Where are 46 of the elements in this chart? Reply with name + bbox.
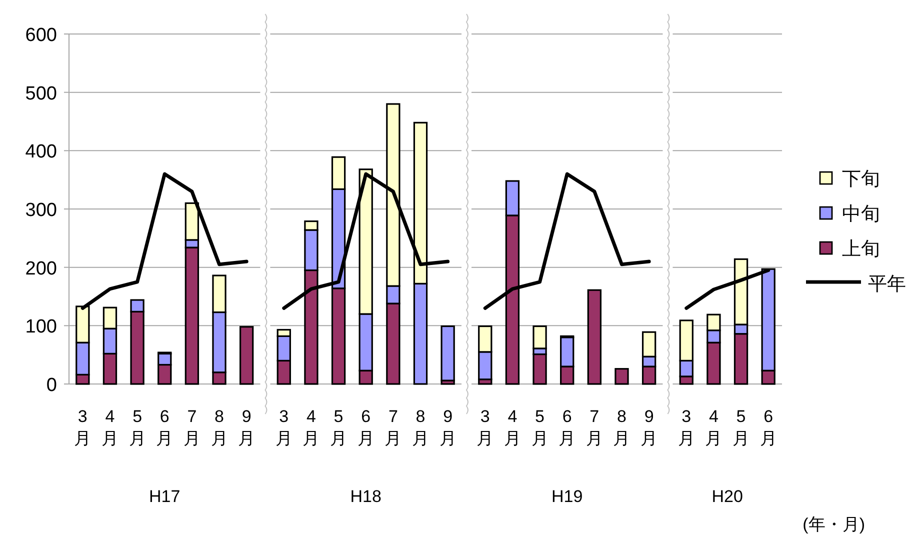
y-tick-label: 100: [25, 316, 57, 338]
bar: [587, 289, 602, 385]
x-tick-label: 5月: [732, 407, 750, 448]
x-tick-label: 9月: [238, 407, 256, 448]
y-tick-label: 400: [25, 142, 57, 163]
y-tick-label: 200: [25, 258, 57, 280]
x-tick-label: 7月: [586, 407, 603, 448]
x-tick-label: 7月: [183, 407, 200, 448]
legend-label: 下旬: [842, 169, 880, 190]
x-tick-label: 6月: [760, 407, 777, 448]
x-tick-label: 7月: [384, 407, 402, 448]
bar: [532, 353, 547, 385]
x-axis-title: H20: [712, 487, 743, 506]
x-tick-label: 6月: [357, 407, 374, 448]
x-tick-label: 5月: [531, 407, 548, 448]
legend-label: 中旬: [842, 204, 880, 225]
x-tick-label: 4月: [504, 407, 521, 448]
y-tick-label: 300: [25, 200, 57, 221]
text: (年・月): [802, 515, 865, 534]
x-tick-label: 5月: [128, 407, 146, 448]
x-tick-label: 9月: [439, 407, 456, 448]
x-axis-title: H18: [350, 487, 382, 506]
legend-label: 上旬: [842, 239, 880, 260]
x-tick-label: 4月: [705, 407, 722, 448]
x-tick-label: 4月: [101, 407, 118, 448]
x-tick-label: 5月: [330, 407, 348, 448]
legend-label: 平年: [868, 274, 906, 295]
x-tick-label: 8月: [613, 407, 630, 448]
x-tick-label: 6月: [156, 407, 174, 448]
x-tick-label: 3月: [74, 407, 92, 448]
bar: [239, 326, 254, 385]
x-tick-label: 3月: [476, 407, 494, 448]
x-axis-title: H19: [552, 487, 583, 506]
y-tick-label: 0: [46, 375, 57, 396]
x-tick-label: 3月: [275, 407, 292, 448]
x-tick-label: 8月: [412, 407, 429, 448]
x-tick-label: 8月: [210, 407, 228, 448]
x-tick-label: 4月: [302, 407, 320, 448]
bar: [440, 325, 455, 382]
x-tick-label: 3月: [678, 407, 695, 448]
x-tick-label: 6月: [558, 407, 576, 448]
y-tick-label: 500: [25, 83, 57, 104]
y-tick-label: 600: [25, 25, 57, 46]
bar: [614, 368, 629, 385]
x-tick-label: 9月: [640, 407, 658, 448]
x-axis-title: H17: [149, 487, 180, 506]
